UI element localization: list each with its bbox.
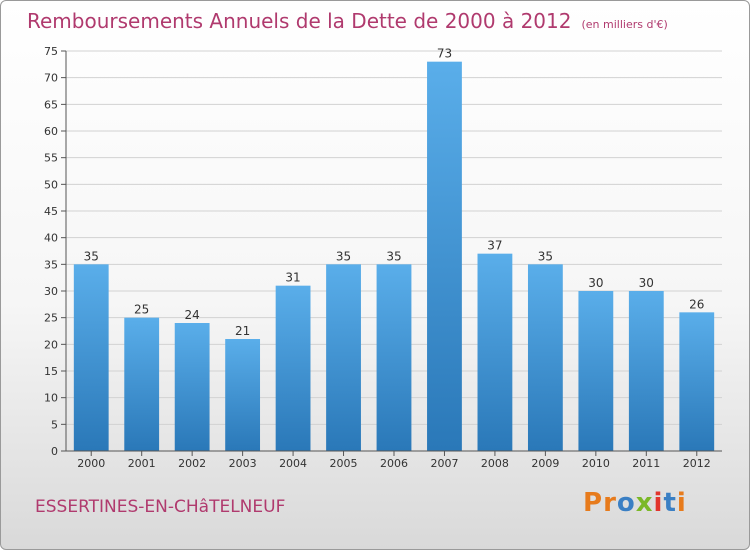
title-text: Remboursements Annuels de la Dette de 20…: [27, 9, 572, 33]
x-tick-label: 2012: [683, 457, 711, 470]
bar: [527, 264, 563, 451]
data-label: 26: [689, 297, 704, 311]
y-tick-label: 75: [44, 45, 58, 58]
y-tick-label: 60: [44, 125, 58, 138]
data-label: 37: [487, 239, 502, 253]
y-tick-label: 45: [44, 205, 58, 218]
y-tick-label: 10: [44, 392, 58, 405]
logo-letter: x: [635, 488, 654, 518]
data-label: 30: [639, 276, 654, 290]
bar: [124, 317, 160, 451]
x-tick-label: 2000: [77, 457, 105, 470]
bar: [275, 285, 311, 451]
y-tick-label: 55: [44, 152, 58, 165]
y-tick-label: 30: [44, 285, 58, 298]
y-axis: 0 5 10 15 20 25 30 35 40 45 50 55 60 65 70 75: [44, 45, 67, 458]
data-label: 21: [235, 324, 250, 338]
data-label: 24: [185, 308, 200, 322]
y-tick-label: 65: [44, 98, 58, 111]
x-tick-label: 2003: [229, 457, 257, 470]
bar: [679, 312, 715, 451]
data-label: 35: [386, 249, 401, 263]
logo-letter: i: [676, 488, 687, 518]
x-axis: 2000 2001 2002 2003 2004 2005 2006 2007 2008 2009…: [66, 450, 722, 470]
bars: 35 25 24 21 31 35 35 73 37 35 30 30 26: [73, 47, 715, 452]
logo-letter: i: [653, 488, 664, 518]
x-tick-label: 2011: [632, 457, 660, 470]
bar: [427, 61, 462, 452]
bar: [578, 291, 614, 451]
x-tick-label: 2010: [582, 457, 610, 470]
logo-letter: t: [663, 488, 677, 518]
logo-letter: r: [603, 488, 617, 518]
y-tick-label: 35: [44, 258, 58, 271]
bar: [225, 339, 261, 451]
bar: [628, 291, 664, 451]
data-label: 31: [285, 271, 300, 285]
data-label: 35: [84, 249, 99, 263]
y-tick-label: 5: [51, 418, 58, 431]
x-tick-label: 2006: [380, 457, 408, 470]
unit-label: (en milliers d'€): [581, 18, 668, 31]
chart-title: Remboursements Annuels de la Dette de 20…: [27, 9, 668, 33]
x-tick-label: 2009: [531, 457, 559, 470]
logo-letter: P: [583, 488, 604, 518]
y-tick-label: 25: [44, 312, 58, 325]
x-tick-label: 2004: [279, 457, 307, 470]
x-tick-label: 2001: [128, 457, 156, 470]
x-tick-label: 2002: [178, 457, 206, 470]
x-tick-label: 2008: [481, 457, 509, 470]
data-label: 30: [588, 276, 603, 290]
logo-letter: o: [616, 488, 636, 518]
x-tick-label: 2007: [430, 457, 458, 470]
y-tick-label: 40: [44, 232, 58, 245]
bar: [174, 323, 210, 451]
bar: [477, 253, 513, 451]
x-tick-label: 2005: [330, 457, 358, 470]
bar: [376, 264, 412, 451]
y-tick-label: 20: [44, 338, 58, 351]
proxiti-logo: Proxiti: [583, 488, 687, 518]
y-tick-label: 70: [44, 72, 58, 85]
bar: [326, 264, 361, 451]
commune-name: ESSERTINES-EN-CHâTELNEUF: [35, 497, 286, 517]
y-tick-label: 15: [44, 365, 58, 378]
data-label: 73: [437, 47, 452, 61]
data-label: 35: [336, 249, 351, 263]
data-label: 35: [538, 249, 553, 263]
y-tick-label: 0: [51, 445, 58, 458]
data-label: 25: [134, 303, 149, 317]
bar: [73, 264, 109, 451]
y-tick-label: 50: [44, 178, 58, 191]
